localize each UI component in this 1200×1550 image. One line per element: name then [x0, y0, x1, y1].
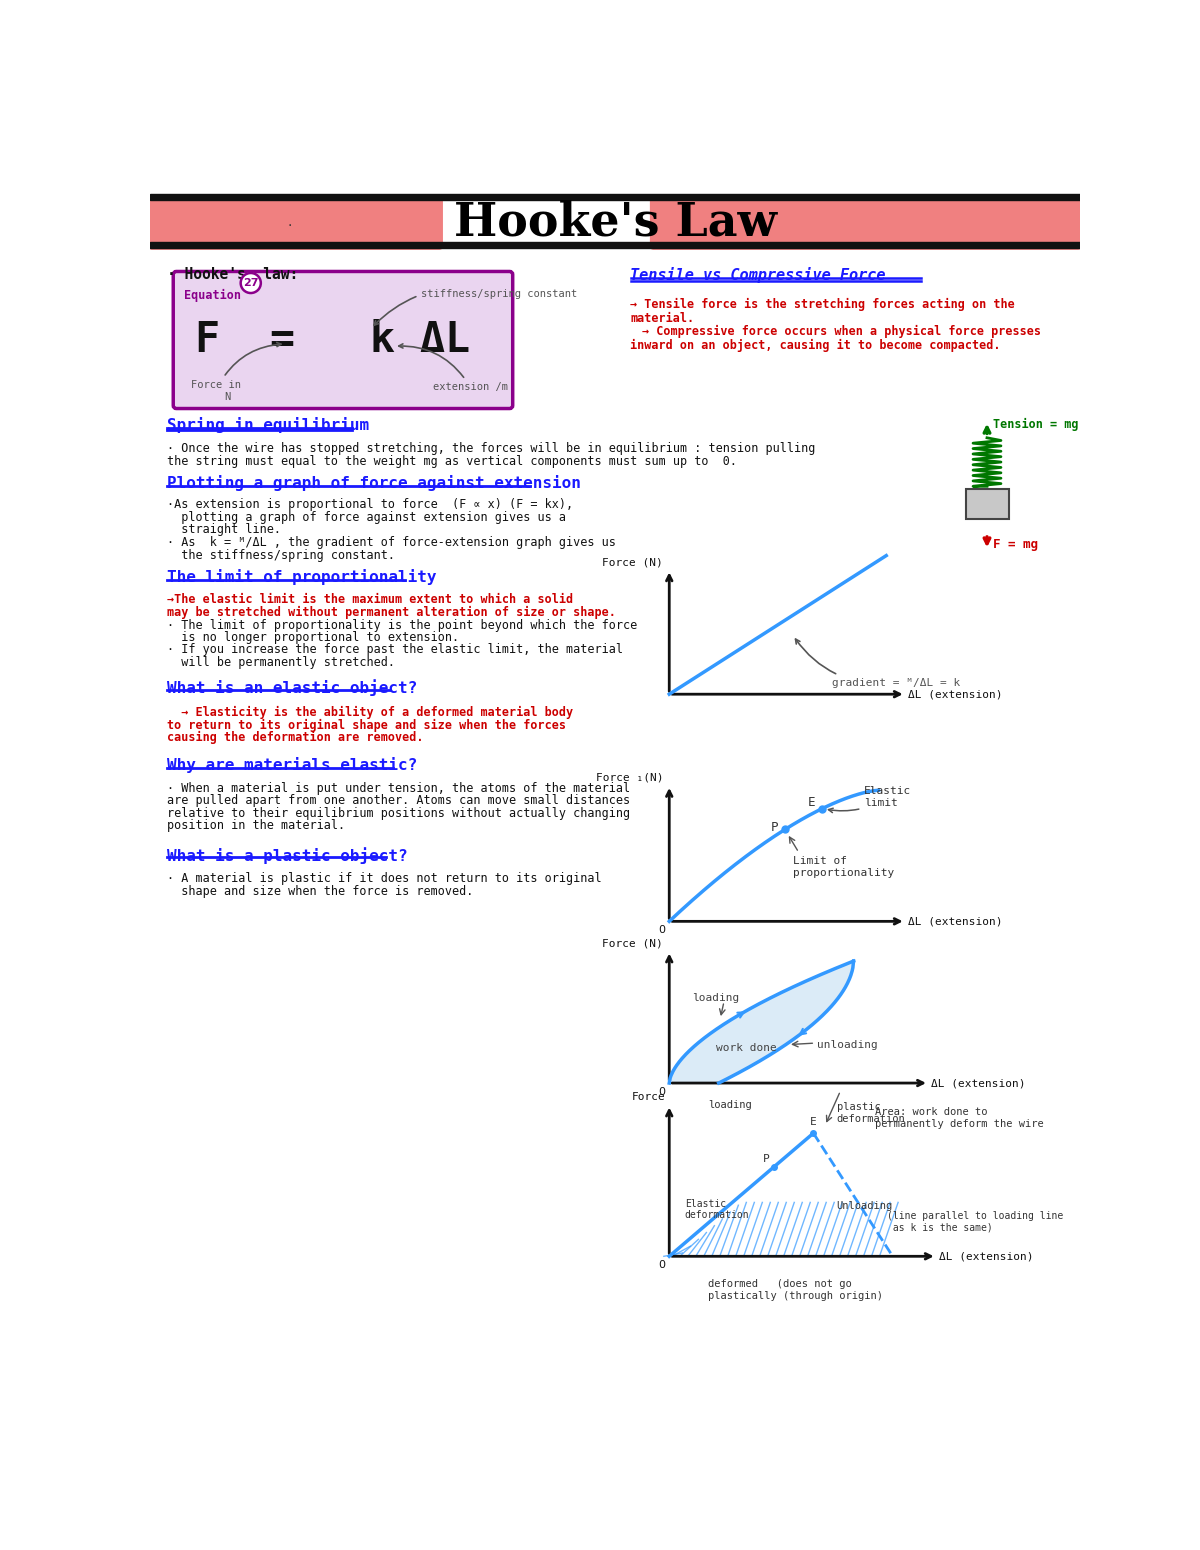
- Text: stiffness/spring constant: stiffness/spring constant: [374, 288, 577, 326]
- Text: Force in
    N: Force in N: [191, 343, 281, 401]
- Text: F = mg: F = mg: [994, 538, 1038, 552]
- Text: material.: material.: [630, 312, 695, 324]
- Text: Force (N): Force (N): [602, 556, 664, 567]
- Text: is no longer proportional to extension.: is no longer proportional to extension.: [167, 631, 460, 645]
- FancyBboxPatch shape: [650, 195, 1081, 250]
- Text: · If you increase the force past the elastic limit, the material: · If you increase the force past the ela…: [167, 643, 623, 656]
- Text: The limit of proportionality: The limit of proportionality: [167, 569, 437, 586]
- Text: E: E: [810, 1118, 817, 1127]
- Text: may be stretched without permanent alteration of size or shape.: may be stretched without permanent alter…: [167, 606, 616, 618]
- Text: to return to its original shape and size when the forces: to return to its original shape and size…: [167, 719, 566, 732]
- Text: plotting a graph of force against extension gives us a: plotting a graph of force against extens…: [167, 512, 566, 524]
- Text: straight line.: straight line.: [167, 524, 281, 536]
- Text: → Tensile force is the stretching forces acting on the: → Tensile force is the stretching forces…: [630, 298, 1015, 310]
- Text: ·: ·: [287, 219, 292, 232]
- Circle shape: [241, 273, 260, 293]
- Text: gradient = ᴹ/ΔL = k: gradient = ᴹ/ΔL = k: [796, 639, 960, 688]
- Text: will be permanently stretched.: will be permanently stretched.: [167, 656, 395, 668]
- Text: Force (N): Force (N): [602, 938, 664, 949]
- Text: shape and size when the force is removed.: shape and size when the force is removed…: [167, 885, 474, 897]
- Text: the stiffness/spring constant.: the stiffness/spring constant.: [167, 549, 395, 561]
- FancyBboxPatch shape: [149, 195, 443, 250]
- Text: What is a plastic object?: What is a plastic object?: [167, 846, 408, 863]
- Text: F  =   k ΔL: F = k ΔL: [194, 319, 469, 361]
- Text: Tensile vs Compressive Force: Tensile vs Compressive Force: [630, 267, 886, 282]
- Text: inward on an object, causing it to become compacted.: inward on an object, causing it to becom…: [630, 338, 1001, 352]
- Text: ΔL (extension): ΔL (extension): [908, 690, 1002, 699]
- Text: E: E: [808, 797, 816, 809]
- Text: · Once the wire has stopped stretching, the forces will be in equilibrium : tens: · Once the wire has stopped stretching, …: [167, 442, 816, 454]
- Text: Equation: Equation: [184, 288, 241, 302]
- Text: Limit of
proportionality: Limit of proportionality: [793, 857, 894, 877]
- Text: 0: 0: [659, 1260, 665, 1269]
- Text: (line parallel to loading line
 as k is the same): (line parallel to loading line as k is t…: [887, 1211, 1063, 1232]
- Text: loading: loading: [692, 994, 739, 1003]
- Text: 0: 0: [659, 1087, 665, 1097]
- Text: → Compressive force occurs when a physical force presses: → Compressive force occurs when a physic…: [642, 324, 1042, 338]
- Text: causing the deformation are removed.: causing the deformation are removed.: [167, 732, 424, 744]
- Text: extension /m: extension /m: [398, 344, 508, 392]
- Text: · The limit of proportionality is the point beyond which the force: · The limit of proportionality is the po…: [167, 618, 637, 632]
- Text: Elastic
limit: Elastic limit: [828, 786, 912, 812]
- Text: deformed   (does not go
plastically (through origin): deformed (does not go plastically (throu…: [708, 1279, 883, 1300]
- Text: Why are materials elastic?: Why are materials elastic?: [167, 758, 418, 773]
- Bar: [150, 194, 1080, 200]
- Text: the string must equal to the weight mg as vertical components must sum up to  0.: the string must equal to the weight mg a…: [167, 456, 737, 468]
- Text: loading: loading: [708, 1100, 751, 1110]
- Text: Force ₁(N): Force ₁(N): [595, 773, 664, 783]
- Text: ΔL (extension): ΔL (extension): [938, 1251, 1033, 1262]
- Text: Elastic
deformation: Elastic deformation: [685, 1198, 749, 1220]
- Bar: [150, 242, 1080, 248]
- Text: · As  k = ᴹ/ΔL , the gradient of force-extension graph gives us: · As k = ᴹ/ΔL , the gradient of force-ex…: [167, 536, 616, 549]
- Text: What is an elastic object?: What is an elastic object?: [167, 679, 418, 696]
- Text: relative to their equilibrium positions without actually changing: relative to their equilibrium positions …: [167, 806, 630, 820]
- Text: Plotting a graph of force against extension: Plotting a graph of force against extens…: [167, 474, 581, 491]
- Text: Unloading: Unloading: [836, 1201, 893, 1211]
- Text: position in the material.: position in the material.: [167, 818, 346, 832]
- Text: work done: work done: [716, 1043, 778, 1054]
- Text: are pulled apart from one another. Atoms can move small distances: are pulled apart from one another. Atoms…: [167, 794, 630, 808]
- Text: → Elasticity is the ability of a deformed material body: → Elasticity is the ability of a deforme…: [167, 705, 574, 719]
- FancyBboxPatch shape: [173, 271, 512, 409]
- Text: P: P: [772, 822, 779, 834]
- Text: Hooke's Law: Hooke's Law: [454, 200, 776, 246]
- Text: Force: Force: [631, 1093, 665, 1102]
- Text: Tension = mg: Tension = mg: [994, 418, 1079, 431]
- Text: · Hooke's  law:: · Hooke's law:: [167, 267, 299, 282]
- Text: ·As extension is proportional to force  (F ∝ x) (F = kx),: ·As extension is proportional to force (…: [167, 498, 574, 512]
- Text: unloading: unloading: [817, 1040, 877, 1049]
- Bar: [966, 490, 1009, 519]
- Text: Spring in equilibrium: Spring in equilibrium: [167, 417, 370, 432]
- Text: · When a material is put under tension, the atoms of the material: · When a material is put under tension, …: [167, 783, 630, 795]
- Text: P: P: [762, 1153, 769, 1164]
- Polygon shape: [670, 961, 853, 1083]
- Text: 0: 0: [659, 925, 665, 935]
- Text: ΔL (extension): ΔL (extension): [931, 1079, 1026, 1088]
- Text: plastic
deformation: plastic deformation: [836, 1102, 906, 1124]
- Text: · A material is plastic if it does not return to its original: · A material is plastic if it does not r…: [167, 873, 601, 885]
- Text: ΔL (extension): ΔL (extension): [908, 916, 1002, 927]
- Text: Area: work done to
permanently deform the wire: Area: work done to permanently deform th…: [876, 1107, 1044, 1128]
- Text: 27: 27: [242, 277, 258, 288]
- Text: →The elastic limit is the maximum extent to which a solid: →The elastic limit is the maximum extent…: [167, 592, 574, 606]
